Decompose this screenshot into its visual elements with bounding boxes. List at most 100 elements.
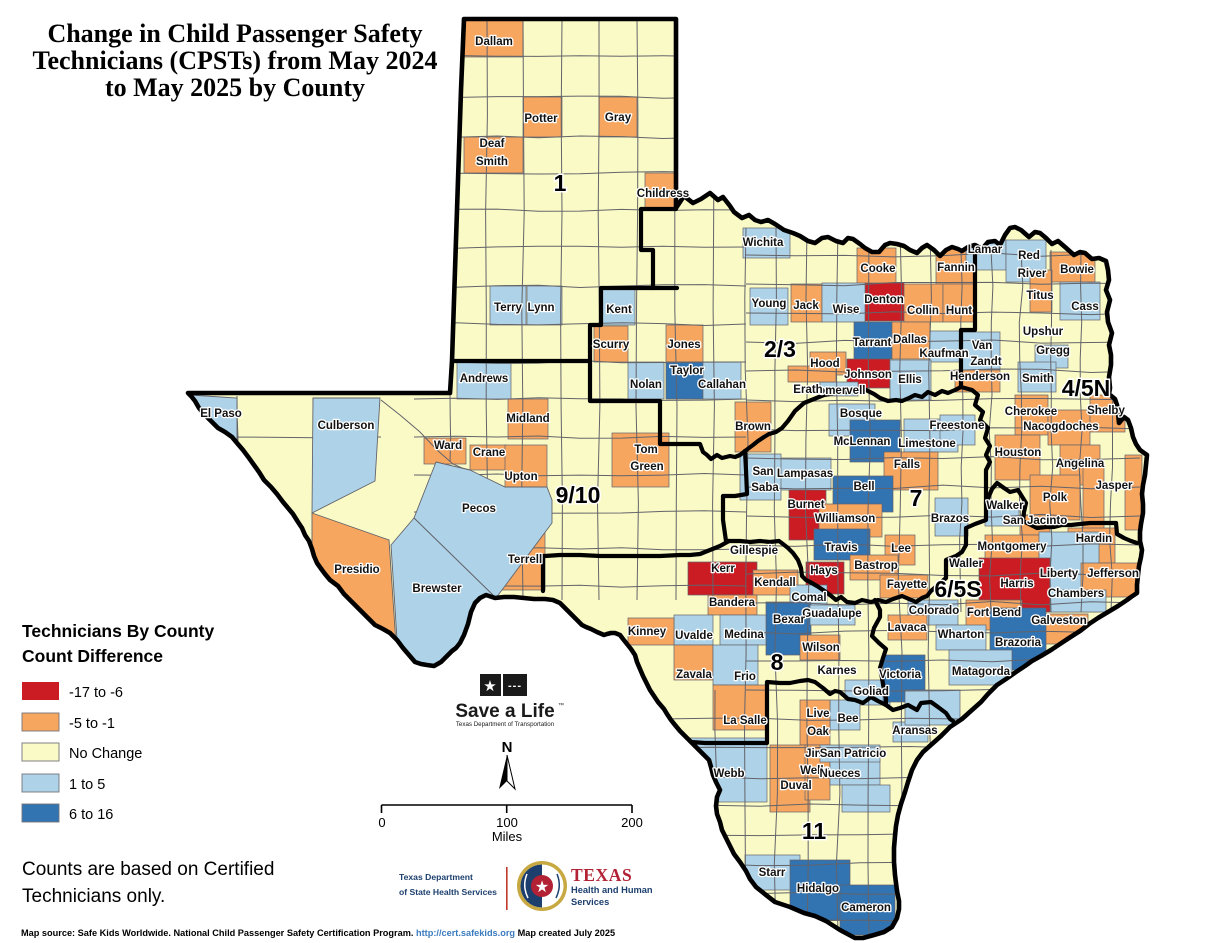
svg-text:Kaufman: Kaufman bbox=[919, 348, 968, 360]
svg-text:Matagorda: Matagorda bbox=[952, 666, 1011, 678]
svg-text:Ellis: Ellis bbox=[898, 374, 922, 386]
svg-text:Bastrop: Bastrop bbox=[854, 560, 897, 572]
svg-text:Freestone: Freestone bbox=[930, 420, 985, 432]
svg-text:Nolan: Nolan bbox=[630, 379, 662, 391]
svg-text:Lavaca: Lavaca bbox=[887, 622, 927, 634]
svg-text:Potter: Potter bbox=[524, 113, 558, 125]
svg-text:Jefferson: Jefferson bbox=[1087, 568, 1139, 580]
svg-text:Wilson: Wilson bbox=[802, 642, 840, 654]
svg-text:Bosque: Bosque bbox=[840, 408, 882, 420]
svg-text:No Change: No Change bbox=[69, 746, 142, 762]
svg-text:Wichita: Wichita bbox=[743, 237, 784, 249]
svg-text:Williamson: Williamson bbox=[815, 513, 876, 525]
svg-text:Shelby: Shelby bbox=[1087, 405, 1125, 417]
svg-text:Burnet: Burnet bbox=[787, 499, 824, 511]
svg-text:Terrell: Terrell bbox=[508, 554, 542, 566]
svg-text:Cherokee: Cherokee bbox=[1005, 406, 1057, 418]
svg-text:Jones: Jones bbox=[667, 339, 700, 351]
svg-text:Upshur: Upshur bbox=[1023, 326, 1064, 338]
svg-text:Pecos: Pecos bbox=[462, 503, 496, 515]
svg-text:Callahan: Callahan bbox=[698, 379, 746, 391]
svg-text:Green: Green bbox=[630, 461, 663, 473]
svg-text:Gray: Gray bbox=[605, 112, 632, 124]
svg-text:1 to 5: 1 to 5 bbox=[69, 777, 105, 793]
svg-text:La Salle: La Salle bbox=[723, 715, 766, 727]
svg-text:Smith: Smith bbox=[1022, 373, 1054, 385]
svg-text:Texas Department of Transporta: Texas Department of Transportation bbox=[456, 721, 555, 728]
svg-text:Oak: Oak bbox=[807, 726, 829, 738]
svg-text:2/3: 2/3 bbox=[764, 336, 796, 362]
svg-text:200: 200 bbox=[621, 815, 643, 830]
svg-text:Cooke: Cooke bbox=[860, 263, 895, 275]
svg-text:Andrews: Andrews bbox=[460, 373, 509, 385]
svg-text:N: N bbox=[502, 739, 513, 756]
svg-text:Gregg: Gregg bbox=[1036, 345, 1070, 357]
svg-text:Jack: Jack bbox=[793, 300, 819, 312]
svg-text:of State Health Services: of State Health Services bbox=[399, 887, 497, 897]
svg-text:Technicians only.: Technicians only. bbox=[22, 886, 165, 907]
svg-text:★: ★ bbox=[535, 879, 549, 896]
svg-text:Map source: Safe Kids Worldwid: Map source: Safe Kids Worldwide. Nationa… bbox=[21, 928, 615, 938]
svg-text:Change in Child Passenger Safe: Change in Child Passenger Safety bbox=[47, 19, 422, 48]
svg-text:Technicians (CPSTs) from May 2: Technicians (CPSTs) from May 2024 bbox=[33, 46, 438, 75]
svg-text:Wise: Wise bbox=[833, 304, 860, 316]
svg-text:Brazoria: Brazoria bbox=[995, 637, 1042, 649]
svg-text:Montgomery: Montgomery bbox=[978, 541, 1048, 553]
svg-text:Counts are based on Certified: Counts are based on Certified bbox=[22, 859, 274, 880]
svg-text:Henderson: Henderson bbox=[950, 371, 1010, 383]
svg-text:McLennan: McLennan bbox=[834, 436, 891, 448]
svg-text:Wharton: Wharton bbox=[938, 629, 985, 641]
svg-text:TEXAS: TEXAS bbox=[571, 865, 632, 885]
svg-text:Live: Live bbox=[806, 708, 829, 720]
svg-text:Bexar: Bexar bbox=[773, 614, 805, 626]
svg-text:★: ★ bbox=[483, 678, 496, 695]
svg-text:Webb: Webb bbox=[713, 768, 744, 780]
svg-text:Red: Red bbox=[1018, 250, 1040, 262]
svg-text:Wells: Wells bbox=[800, 765, 830, 777]
svg-text:Miles: Miles bbox=[492, 829, 523, 844]
svg-text:Brazos: Brazos bbox=[931, 513, 969, 525]
svg-text:Hidalgo: Hidalgo bbox=[797, 883, 839, 895]
svg-text:Hunt: Hunt bbox=[946, 305, 972, 317]
svg-text:Lampasas: Lampasas bbox=[777, 468, 833, 480]
svg-text:Nueces: Nueces bbox=[820, 768, 861, 780]
svg-text:Health and Human: Health and Human bbox=[571, 885, 653, 895]
svg-text:Uvalde: Uvalde bbox=[675, 630, 713, 642]
svg-text:Lynn: Lynn bbox=[527, 302, 554, 314]
svg-text:Titus: Titus bbox=[1026, 290, 1053, 302]
svg-text:Services: Services bbox=[571, 897, 609, 907]
svg-text:Fannin: Fannin bbox=[937, 262, 975, 274]
svg-text:Kerr: Kerr bbox=[711, 563, 735, 575]
svg-text:Tarrant: Tarrant bbox=[853, 337, 892, 349]
svg-text:Bell: Bell bbox=[853, 481, 874, 493]
svg-text:Saba: Saba bbox=[751, 482, 779, 494]
svg-text:Deaf: Deaf bbox=[480, 138, 505, 150]
svg-text:Duval: Duval bbox=[780, 780, 811, 792]
svg-text:Medina: Medina bbox=[724, 629, 764, 641]
svg-text:4/5N: 4/5N bbox=[1062, 375, 1111, 401]
svg-text:Hood: Hood bbox=[810, 358, 839, 370]
svg-text:Polk: Polk bbox=[1043, 492, 1068, 504]
svg-text:Bee: Bee bbox=[837, 713, 858, 725]
svg-text:Jasper: Jasper bbox=[1095, 480, 1133, 492]
svg-text:Dallas: Dallas bbox=[893, 334, 927, 346]
svg-text:Karnes: Karnes bbox=[818, 665, 857, 677]
svg-text:Erath: Erath bbox=[793, 384, 822, 396]
svg-text:-5 to -1: -5 to -1 bbox=[69, 716, 115, 732]
svg-text:Houston: Houston bbox=[995, 447, 1042, 459]
svg-text:Scurry: Scurry bbox=[593, 339, 630, 351]
svg-text:Nacogdoches: Nacogdoches bbox=[1023, 421, 1098, 433]
svg-text:-17 to -6: -17 to -6 bbox=[69, 685, 123, 701]
svg-text:Childress: Childress bbox=[637, 188, 689, 200]
svg-text:Colorado: Colorado bbox=[909, 605, 959, 617]
svg-text:Brewster: Brewster bbox=[412, 583, 462, 595]
svg-text:Denton: Denton bbox=[864, 294, 904, 306]
svg-text:Johnson: Johnson bbox=[844, 369, 892, 381]
svg-text:Brown: Brown bbox=[735, 421, 771, 433]
svg-text:Cass: Cass bbox=[1071, 301, 1099, 313]
svg-text:Smith: Smith bbox=[476, 156, 508, 168]
svg-text:Crane: Crane bbox=[473, 447, 506, 459]
svg-text:Chambers: Chambers bbox=[1048, 588, 1104, 600]
svg-text:0: 0 bbox=[378, 815, 385, 830]
svg-text:6 to 16: 6 to 16 bbox=[69, 807, 113, 823]
